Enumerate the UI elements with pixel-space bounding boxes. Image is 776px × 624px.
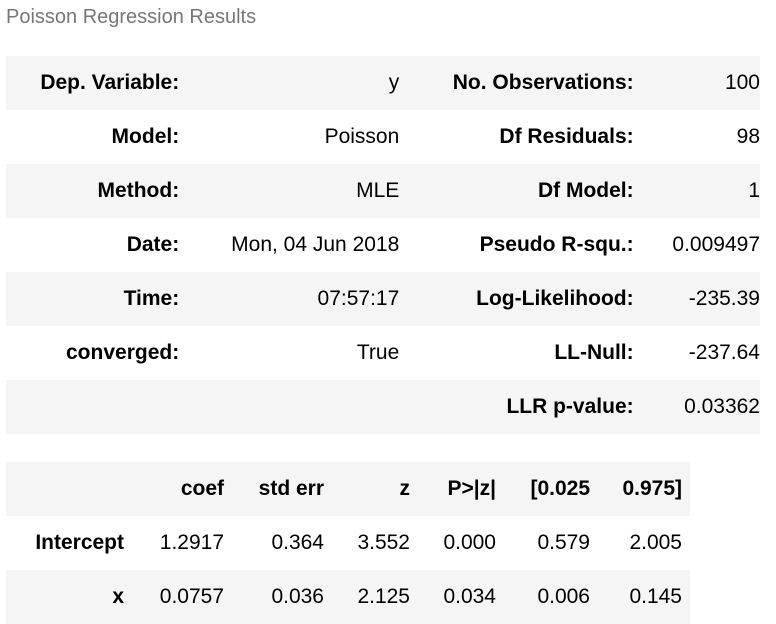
table-row: Date: Mon, 04 Jun 2018 Pseudo R-squ.: 0.…	[6, 218, 760, 272]
summary-label: LL-Null:	[554, 341, 634, 364]
summary-value: True	[356, 341, 400, 364]
table-row: Method: MLE Df Model: 1	[6, 164, 760, 218]
table-cell: 2.005	[629, 531, 682, 554]
summary-table: Dep. Variable: y No. Observations: 100 M…	[6, 56, 760, 434]
summary-value: MLE	[356, 179, 400, 202]
header-cell: 0.975]	[622, 477, 682, 500]
table-cell: 0.579	[537, 531, 590, 554]
summary-label: Dep. Variable:	[40, 71, 180, 94]
table-header-row: coef std err z P>|z| [0.025 0.975]	[6, 462, 690, 516]
summary-label	[6, 380, 179, 434]
summary-label: Model:	[111, 125, 180, 148]
summary-value: -237.64	[688, 341, 760, 364]
summary-label: Df Model:	[537, 179, 634, 202]
summary-value: 0.009497	[672, 233, 760, 256]
summary-value: y	[388, 71, 400, 94]
table-cell: 1.2917	[159, 531, 224, 554]
summary-label: No. Observations:	[452, 71, 634, 94]
summary-value: -235.39	[688, 287, 760, 310]
summary-label: Method:	[97, 179, 180, 202]
header-cell: P>|z|	[447, 477, 496, 500]
table-cell: 2.125	[357, 585, 410, 608]
table-cell: 0.036	[271, 585, 324, 608]
summary-value: 07:57:17	[317, 287, 400, 310]
table-cell: 0.145	[629, 585, 682, 608]
row-label: Intercept	[35, 531, 124, 554]
table-row: Dep. Variable: y No. Observations: 100	[6, 56, 760, 110]
summary-label: converged:	[66, 341, 180, 364]
summary-label: Date:	[126, 233, 180, 256]
summary-label: Pseudo R-squ.:	[479, 233, 634, 256]
table-row: Model: Poisson Df Residuals: 98	[6, 110, 760, 164]
table-cell: 0.034	[443, 585, 496, 608]
row-label: x	[112, 585, 124, 608]
table-row: LLR p-value: 0.03362	[6, 380, 760, 434]
table-caption: Poisson Regression Results	[6, 6, 257, 28]
header-cell: [0.025	[530, 477, 590, 500]
table-row: x 0.0757 0.036 2.125 0.034 0.006 0.145	[6, 570, 690, 624]
table-row: converged: True LL-Null: -237.64	[6, 326, 760, 380]
summary-label: Df Residuals:	[499, 125, 634, 148]
summary-value: Poisson	[324, 125, 400, 148]
header-cell: std err	[258, 477, 324, 500]
header-cell: coef	[180, 477, 224, 500]
summary-value: 98	[736, 125, 760, 148]
table-row: Time: 07:57:17 Log-Likelihood: -235.39	[6, 272, 760, 326]
table-cell: 0.0757	[159, 585, 224, 608]
summary-value: 1	[748, 179, 760, 202]
summary-label: Time:	[123, 287, 180, 310]
table-row: Intercept 1.2917 0.364 3.552 0.000 0.579…	[6, 516, 690, 570]
summary-value: Mon, 04 Jun 2018	[231, 233, 400, 256]
summary-value: 0.03362	[684, 395, 760, 418]
table-cell: 0.006	[537, 585, 590, 608]
header-cell	[6, 462, 124, 516]
summary-value	[179, 380, 399, 434]
table-cell: 0.364	[271, 531, 324, 554]
summary-label: Log-Likelihood:	[476, 287, 634, 310]
summary-label: LLR p-value:	[506, 395, 634, 418]
summary-value: 100	[724, 71, 760, 94]
table-cell: 0.000	[443, 531, 496, 554]
header-cell: z	[399, 477, 411, 500]
coefficient-table: coef std err z P>|z| [0.025 0.975] Inter…	[6, 462, 690, 624]
table-cell: 3.552	[357, 531, 410, 554]
